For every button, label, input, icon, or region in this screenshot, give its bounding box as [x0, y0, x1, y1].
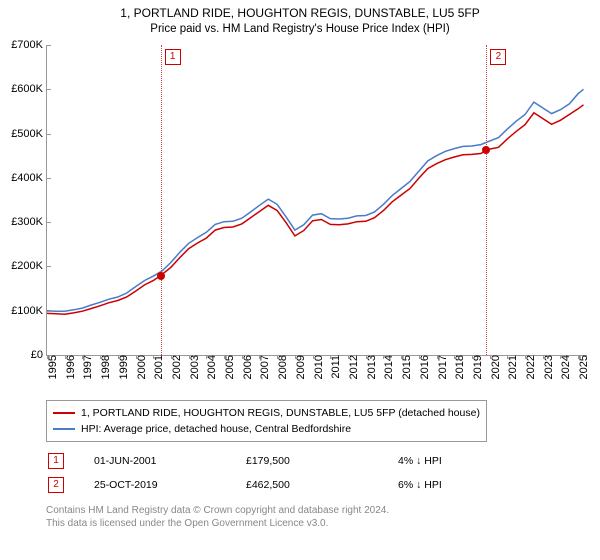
title-block: 1, PORTLAND RIDE, HOUGHTON REGIS, DUNSTA… [0, 0, 600, 37]
title-sub: Price paid vs. HM Land Registry's House … [0, 22, 600, 37]
x-tick-label: 2011 [326, 355, 342, 379]
sale-marker [157, 272, 165, 280]
sale-row: 1 01-JUN-2001£179,5004% ↓ HPI [48, 450, 452, 472]
sale-marker [482, 146, 490, 154]
x-tick-label: 2016 [415, 355, 431, 379]
legend-label: 1, PORTLAND RIDE, HOUGHTON REGIS, DUNSTA… [81, 407, 480, 419]
x-tick-label: 2024 [556, 355, 572, 379]
x-tick-label: 2020 [486, 355, 502, 379]
y-tick-label: £700K [11, 39, 47, 51]
chart-container: 1, PORTLAND RIDE, HOUGHTON REGIS, DUNSTA… [0, 0, 600, 560]
x-tick-label: 2015 [397, 355, 413, 379]
sale-number-box: 2 [48, 477, 64, 493]
x-tick-label: 2004 [202, 355, 218, 379]
x-tick-label: 1998 [96, 355, 112, 379]
x-tick-label: 2022 [521, 355, 537, 379]
x-tick-label: 2025 [574, 355, 590, 379]
footer-note: Contains HM Land Registry data © Crown c… [46, 504, 389, 530]
y-tick-label: £200K [11, 260, 47, 272]
sale-event-line [486, 45, 487, 355]
x-tick-label: 2021 [503, 355, 519, 379]
property-line [47, 105, 584, 314]
sale-event-label: 1 [165, 49, 181, 65]
sale-price: £462,500 [246, 474, 396, 496]
sale-date: 25-OCT-2019 [94, 474, 244, 496]
legend-item: 1, PORTLAND RIDE, HOUGHTON REGIS, DUNSTA… [53, 405, 480, 421]
x-tick-label: 2019 [468, 355, 484, 379]
legend-item: HPI: Average price, detached house, Cent… [53, 421, 480, 437]
title-main: 1, PORTLAND RIDE, HOUGHTON REGIS, DUNSTA… [0, 6, 600, 22]
sales-table: 1 01-JUN-2001£179,5004% ↓ HPI 2 25-OCT-2019… [46, 448, 454, 498]
legend: 1, PORTLAND RIDE, HOUGHTON REGIS, DUNSTA… [46, 400, 487, 442]
sale-diff: 6% ↓ HPI [398, 474, 452, 496]
footer-line1: Contains HM Land Registry data © Crown c… [46, 504, 389, 517]
footer-line2: This data is licensed under the Open Gov… [46, 517, 389, 530]
x-tick-label: 2012 [344, 355, 360, 379]
y-tick-label: £100K [11, 305, 47, 317]
plot-area: £0£100K£200K£300K£400K£500K£600K£700K199… [46, 45, 587, 356]
y-tick-label: £600K [11, 83, 47, 95]
legend-swatch [53, 412, 75, 414]
sale-diff: 4% ↓ HPI [398, 450, 452, 472]
x-tick-label: 2005 [220, 355, 236, 379]
x-tick-label: 2001 [149, 355, 165, 379]
legend-swatch [53, 428, 75, 430]
x-tick-label: 2007 [255, 355, 271, 379]
sale-number-box: 1 [48, 453, 64, 469]
sale-event-label: 2 [490, 49, 506, 65]
line-series-svg [47, 45, 587, 355]
x-tick-label: 2008 [273, 355, 289, 379]
legend-label: HPI: Average price, detached house, Cent… [81, 423, 351, 435]
x-tick-label: 2023 [539, 355, 555, 379]
hpi-line [47, 89, 584, 311]
x-tick-label: 2010 [309, 355, 325, 379]
x-tick-label: 2013 [362, 355, 378, 379]
x-tick-label: 2003 [185, 355, 201, 379]
x-tick-label: 1996 [61, 355, 77, 379]
y-tick-label: £400K [11, 172, 47, 184]
x-tick-label: 2002 [167, 355, 183, 379]
x-tick-label: 2006 [238, 355, 254, 379]
y-tick-label: £500K [11, 128, 47, 140]
sale-date: 01-JUN-2001 [94, 450, 244, 472]
x-tick-label: 2009 [291, 355, 307, 379]
sale-row: 2 25-OCT-2019£462,5006% ↓ HPI [48, 474, 452, 496]
x-tick-label: 2017 [433, 355, 449, 379]
x-tick-label: 1997 [78, 355, 94, 379]
sale-price: £179,500 [246, 450, 396, 472]
x-tick-label: 2014 [379, 355, 395, 379]
x-tick-label: 1995 [43, 355, 59, 379]
sale-event-line [161, 45, 162, 355]
x-tick-label: 2018 [450, 355, 466, 379]
x-tick-label: 1999 [114, 355, 130, 379]
x-tick-label: 2000 [132, 355, 148, 379]
y-tick-label: £300K [11, 216, 47, 228]
